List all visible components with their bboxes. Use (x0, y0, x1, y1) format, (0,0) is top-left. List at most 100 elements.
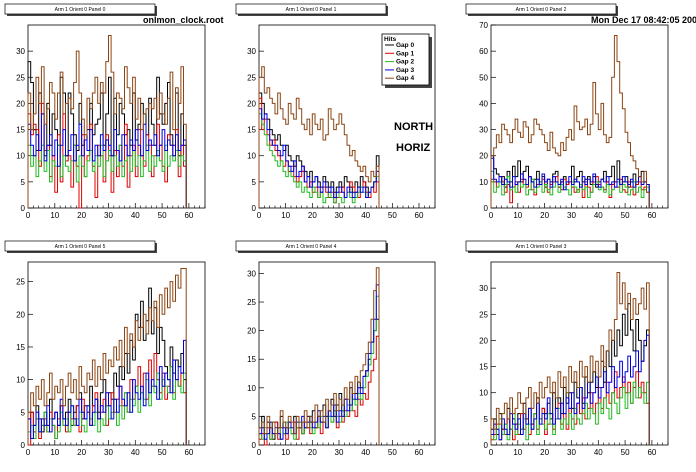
y-tick-label: 5 (484, 415, 489, 424)
x-tick-label: 60 (647, 211, 656, 220)
series-gap-3 (258, 284, 380, 445)
panel-4: Arm 1 Orient 0 Panel 4 0 10 20 30 40 50 60 0 5 10 1… (235, 240, 436, 457)
series-gap-2 (27, 144, 187, 208)
y-tick-label: 20 (479, 152, 488, 161)
y-tick-label: 25 (16, 278, 25, 287)
panel-title: Arm 1 Orient 0 Panel 1 (286, 7, 337, 13)
y-tick-label: 15 (16, 126, 25, 135)
legend-entry: Gap 2 (396, 59, 414, 66)
y-tick-label: 5 (252, 412, 257, 421)
series-gap-3 (258, 108, 380, 208)
y-tick-label: 20 (16, 99, 25, 108)
y-tick-label: 25 (247, 298, 256, 307)
y-tick-label: 30 (247, 47, 256, 56)
legend-title: Hits (384, 36, 397, 43)
x-tick-label: 10 (513, 448, 522, 457)
plot-frame (490, 24, 669, 209)
x-tick-label: 40 (361, 211, 370, 220)
x-tick-label: 30 (104, 211, 113, 220)
y-tick-label: 50 (479, 73, 488, 82)
series-gap-0 (258, 318, 380, 445)
y-tick-label: 10 (16, 152, 25, 161)
x-tick-label: 50 (621, 448, 630, 457)
x-tick-label: 30 (335, 448, 344, 457)
x-tick-label: 60 (415, 448, 424, 457)
x-tick-label: 50 (621, 211, 630, 220)
x-tick-label: 40 (594, 211, 603, 220)
y-tick-label: 30 (247, 269, 256, 278)
y-tick-label: 10 (479, 389, 488, 398)
y-tick-label: 0 (484, 204, 489, 213)
panel-title-box (4, 3, 156, 15)
y-tick-label: 0 (252, 441, 257, 450)
y-tick-label: 20 (16, 310, 25, 319)
y-tick-label: 30 (479, 284, 488, 293)
plot-frame (258, 261, 436, 446)
x-tick-label: 50 (158, 211, 167, 220)
x-tick-label: 10 (281, 448, 290, 457)
series-gap-4 (27, 35, 187, 208)
x-tick-label: 40 (131, 448, 140, 457)
y-tick-label: 5 (252, 178, 257, 187)
series-gap-3 (27, 339, 187, 445)
y-tick-label: 20 (247, 99, 256, 108)
series-gap-4 (258, 267, 380, 445)
series-gap-3 (490, 334, 650, 445)
y-tick-label: 25 (247, 73, 256, 82)
series-gap-4 (27, 268, 187, 445)
x-tick-label: 60 (184, 448, 193, 457)
legend-frame (381, 33, 430, 86)
x-tick-label: 10 (50, 211, 59, 220)
x-tick-label: 20 (540, 211, 549, 220)
panel-5: Arm 1 Orient 0 Panel 3 0 10 20 30 40 50 60 0 5 10 1… (465, 240, 669, 457)
series-gap-3 (27, 113, 187, 208)
root-filename: onlmon_clock.root (143, 15, 224, 25)
x-tick-label: 60 (184, 211, 193, 220)
y-tick-label: 70 (479, 21, 488, 30)
x-tick-label: 20 (77, 211, 86, 220)
y-tick-label: 0 (484, 441, 489, 450)
x-tick-label: 10 (50, 448, 59, 457)
series-gap-1 (258, 335, 380, 446)
y-tick-label: 60 (479, 47, 488, 56)
y-tick-label: 30 (16, 47, 25, 56)
panel-1: Arm 1 Orient 0 Panel 1 0 10 20 30 40 50 60 0 5 10 1… (235, 3, 436, 220)
side-label: NORTH (394, 121, 433, 133)
y-tick-label: 15 (16, 343, 25, 352)
y-tick-label: 10 (247, 384, 256, 393)
x-tick-label: 20 (77, 448, 86, 457)
series-gap-1 (258, 97, 380, 208)
panel-title-box (235, 3, 387, 15)
panel-title: Arm 1 Orient 0 Panel 5 (55, 244, 106, 250)
series-gap-3 (490, 157, 650, 208)
panel-title: Arm 1 Orient 0 Panel 4 (286, 244, 337, 250)
x-tick-label: 50 (388, 211, 397, 220)
y-tick-label: 10 (247, 152, 256, 161)
x-tick-label: 20 (308, 448, 317, 457)
x-tick-label: 40 (131, 211, 140, 220)
series-gap-2 (258, 113, 380, 208)
x-tick-label: 0 (489, 448, 494, 457)
y-tick-label: 40 (479, 99, 488, 108)
x-tick-label: 0 (489, 211, 494, 220)
timestamp: Mon Dec 17 08:42:05 2007 (591, 15, 696, 25)
x-tick-label: 30 (335, 211, 344, 220)
orientation-label: HORIZ (396, 142, 431, 154)
x-tick-label: 60 (415, 211, 424, 220)
x-tick-label: 50 (388, 448, 397, 457)
x-tick-label: 30 (104, 448, 113, 457)
plot-frame (27, 261, 206, 446)
legend-entry: Gap 0 (396, 42, 414, 49)
legend-entry: Gap 4 (396, 75, 414, 82)
x-tick-label: 10 (281, 211, 290, 220)
panel-2: Arm 1 Orient 0 Panel 2 0 10 20 30 40 50 60 0 10 20… (465, 3, 669, 220)
x-tick-label: 20 (540, 448, 549, 457)
y-tick-label: 0 (252, 204, 257, 213)
y-tick-label: 0 (21, 441, 26, 450)
x-tick-label: 50 (158, 448, 167, 457)
y-tick-label: 10 (16, 376, 25, 385)
series-gap-4 (490, 272, 650, 445)
